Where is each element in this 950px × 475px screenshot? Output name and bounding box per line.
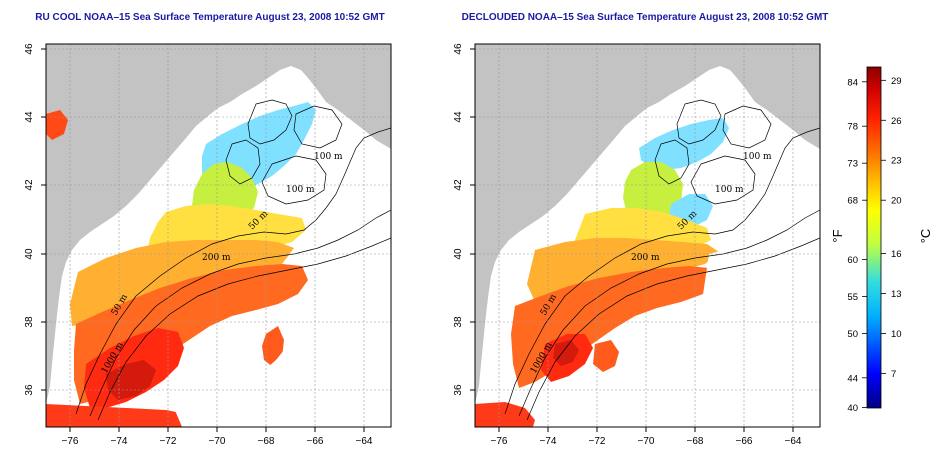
x-tick-label: −64 xyxy=(785,436,802,447)
contour-label: 100 m xyxy=(715,185,744,195)
y-tick-label: 38 xyxy=(453,316,464,328)
celsius-tick-label: 10 xyxy=(891,329,902,340)
celsius-tick-label: 23 xyxy=(891,156,902,167)
map-right-title: DECLOUDED NOAA–15 Sea Surface Temperatur… xyxy=(462,12,829,23)
x-tick-label: −76 xyxy=(491,436,508,447)
contour-label: 200 m xyxy=(631,253,660,263)
celsius-tick-label: 13 xyxy=(891,289,902,300)
cloud-masks xyxy=(541,244,820,427)
celsius-tick-label: 29 xyxy=(891,76,902,87)
lat-lon-grid xyxy=(475,44,820,427)
x-tick-label: −68 xyxy=(687,436,704,447)
y-tick-label: 40 xyxy=(24,248,35,260)
contour-label: 200 m xyxy=(202,253,231,263)
map-frame xyxy=(45,43,392,428)
depth-contours xyxy=(504,99,820,421)
fahrenheit-tick-label: 50 xyxy=(847,329,858,340)
map-frame xyxy=(474,43,821,428)
fahrenheit-tick-label: 44 xyxy=(847,373,858,384)
celsius-tick-label: 20 xyxy=(891,196,902,207)
x-tick-label: −72 xyxy=(160,436,177,447)
y-tick-label: 42 xyxy=(453,179,464,191)
celsius-tick-label: 16 xyxy=(891,249,902,260)
contour-label: 100 m xyxy=(314,152,343,162)
x-tick-label: −76 xyxy=(62,436,79,447)
contour-label: 100 m xyxy=(743,152,772,162)
contour-label: 100 m xyxy=(286,185,315,195)
fahrenheit-tick-label: 84 xyxy=(847,77,858,88)
depth-contours xyxy=(75,99,391,421)
lat-lon-grid xyxy=(46,44,391,427)
fahrenheit-tick-label: 68 xyxy=(847,196,858,207)
fahrenheit-tick-label: 55 xyxy=(847,292,858,303)
x-tick-label: −66 xyxy=(307,436,324,447)
map-right: DECLOUDED NOAA–15 Sea Surface Temperatur… xyxy=(453,12,828,447)
fahrenheit-tick-label: 73 xyxy=(847,159,858,170)
map-left: RU COOL NOAA–15 Sea Surface Temperature … xyxy=(24,12,392,447)
x-tick-label: −70 xyxy=(638,436,655,447)
x-tick-label: −74 xyxy=(111,436,128,447)
fahrenheit-ticks: 84 78 73 68 60 55 50 44 40 xyxy=(847,77,867,414)
y-tick-label: 38 xyxy=(24,316,35,328)
celsius-unit-label: °C xyxy=(918,229,933,244)
y-tick-label: 44 xyxy=(24,111,35,123)
y-tick-label: 36 xyxy=(453,384,464,396)
y-tick-labels: 36 38 40 42 44 46 xyxy=(24,43,35,396)
fahrenheit-tick-label: 60 xyxy=(847,255,858,266)
colorbar-gradient xyxy=(866,66,882,409)
fahrenheit-tick-label: 40 xyxy=(847,403,858,414)
x-tick-label: −64 xyxy=(356,436,373,447)
x-tick-label: −74 xyxy=(540,436,557,447)
x-tick-label: −72 xyxy=(589,436,606,447)
y-tick-label: 46 xyxy=(24,43,35,55)
x-tick-label: −66 xyxy=(736,436,753,447)
fahrenheit-unit-label: °F xyxy=(830,229,845,242)
fahrenheit-tick-label: 78 xyxy=(847,122,858,133)
x-tick-labels: −76 −74 −72 −70 −68 −66 −64 xyxy=(491,436,802,447)
y-tick-label: 40 xyxy=(453,248,464,260)
x-tick-labels: −76 −74 −72 −70 −68 −66 −64 xyxy=(62,436,373,447)
land-mass xyxy=(475,44,820,404)
colorbar: 84 78 73 68 60 55 50 44 40 29 26 23 20 16 13 10 7 °F °C xyxy=(830,66,933,414)
map-left-title: RU COOL NOAA–15 Sea Surface Temperature … xyxy=(35,12,384,23)
celsius-ticks: 29 26 23 20 16 13 10 7 xyxy=(881,76,902,380)
y-tick-labels: 36 38 40 42 44 46 xyxy=(453,43,464,396)
land-mass xyxy=(46,44,391,404)
y-tick-label: 46 xyxy=(453,43,464,55)
celsius-tick-label: 7 xyxy=(891,369,896,380)
x-tick-label: −68 xyxy=(258,436,275,447)
x-tick-label: −70 xyxy=(209,436,226,447)
y-tick-label: 44 xyxy=(453,111,464,123)
cloud-masks xyxy=(174,234,391,427)
y-tick-label: 42 xyxy=(24,179,35,191)
y-tick-label: 36 xyxy=(24,384,35,396)
celsius-tick-label: 26 xyxy=(891,116,902,127)
